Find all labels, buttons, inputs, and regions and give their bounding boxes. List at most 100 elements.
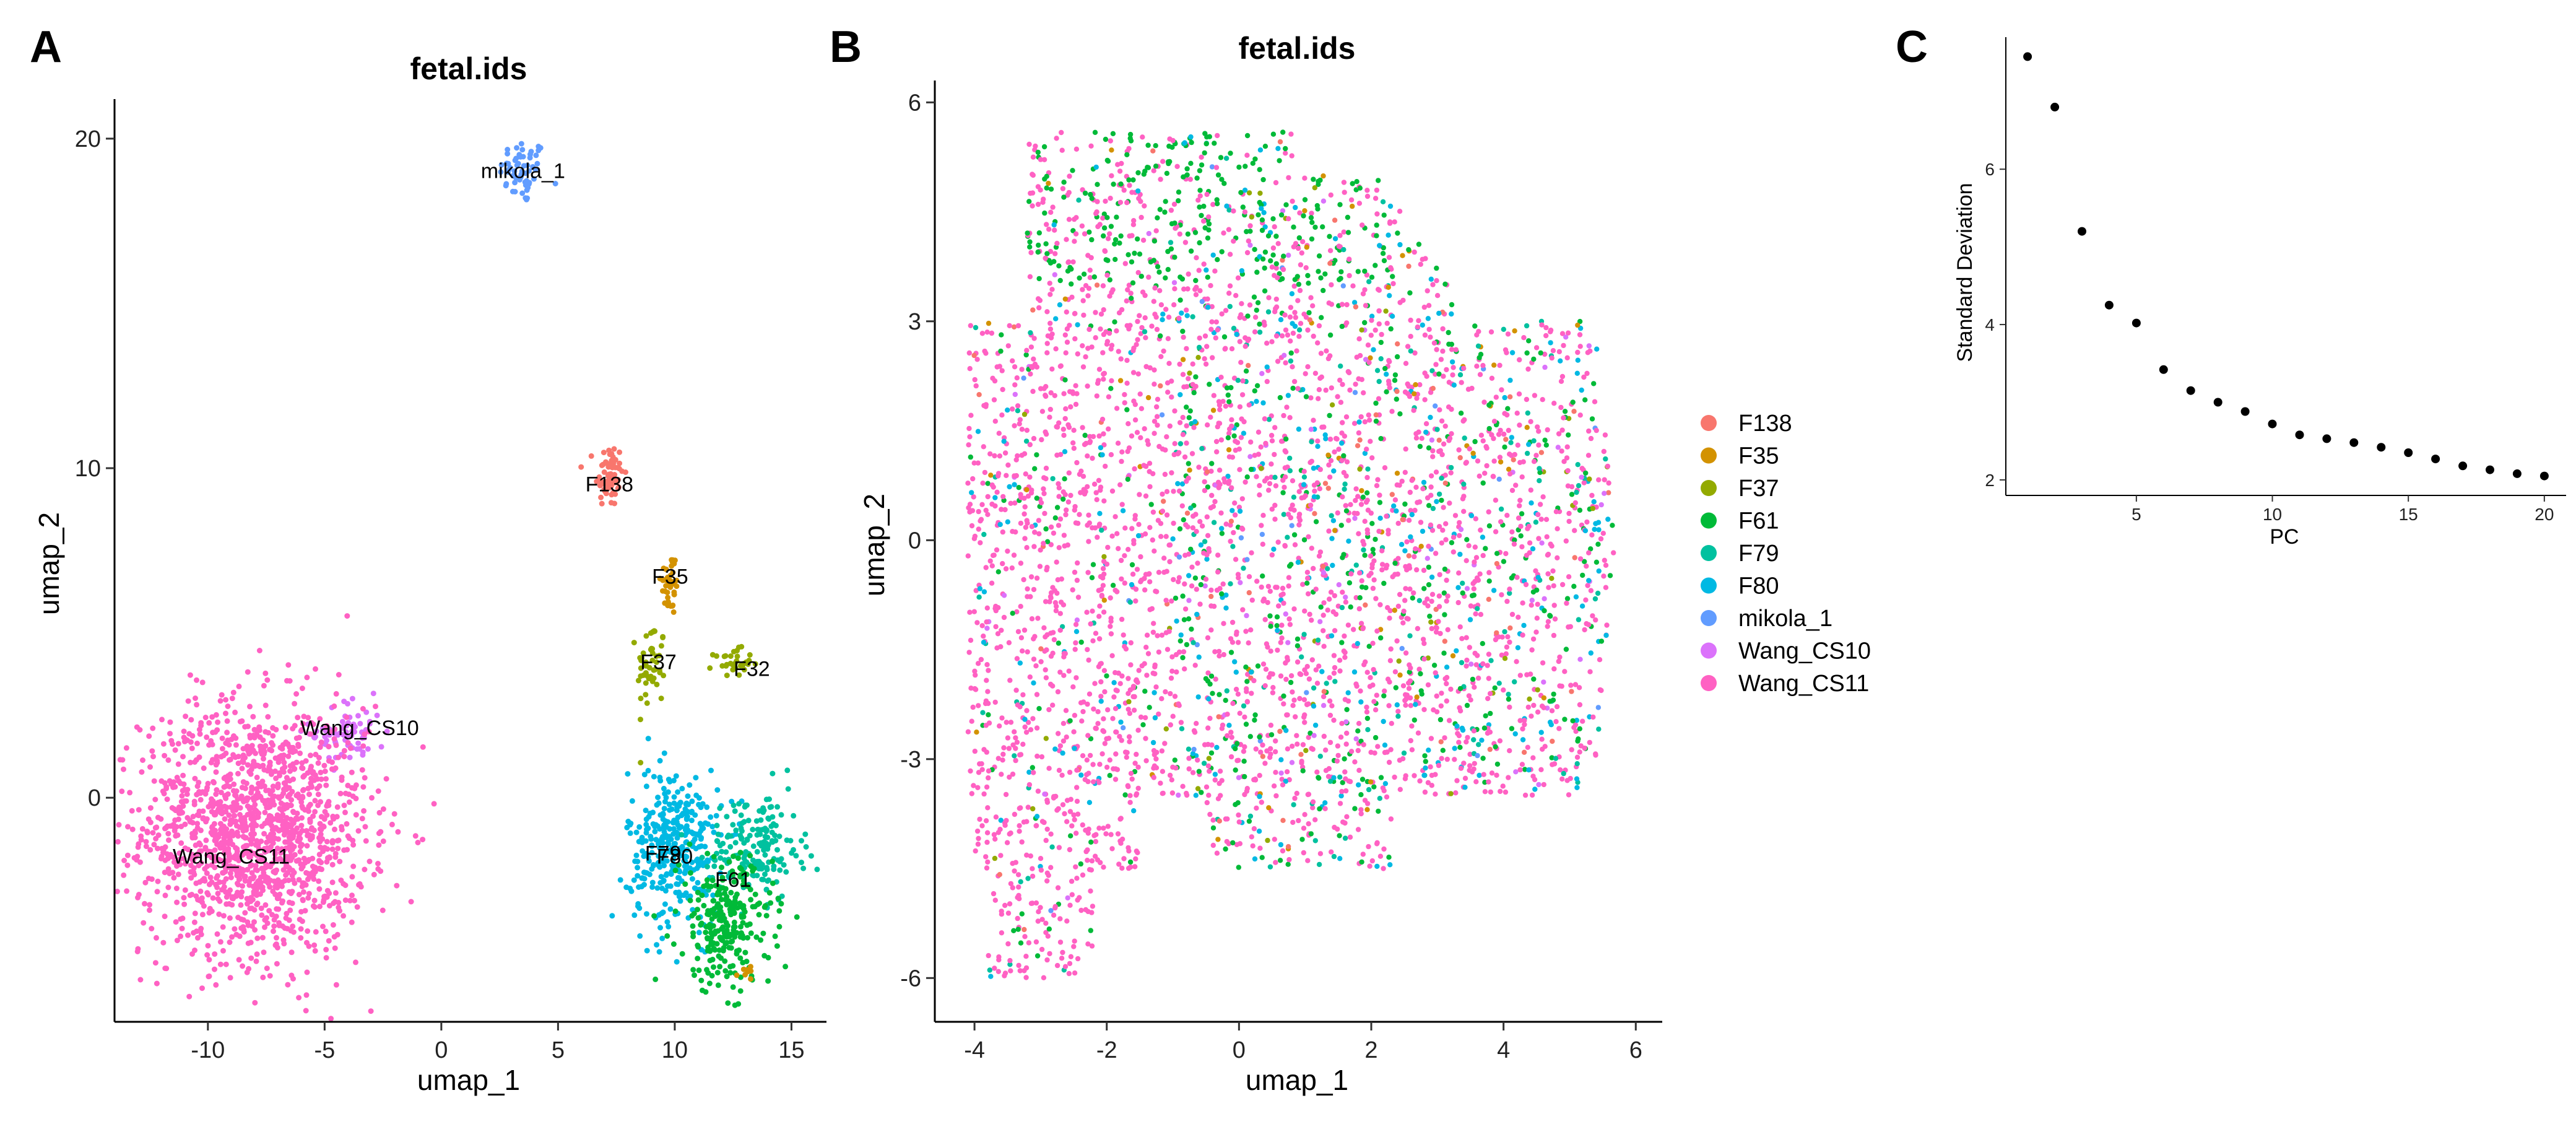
umap-point — [1085, 858, 1090, 863]
umap-point — [1344, 320, 1350, 326]
umap-point — [284, 815, 290, 821]
umap-point — [643, 692, 649, 698]
umap-point — [1073, 675, 1079, 681]
umap-point — [696, 843, 703, 850]
umap-point — [261, 682, 267, 689]
umap-point — [1454, 648, 1459, 654]
umap-point — [1131, 808, 1137, 814]
umap-point — [1377, 602, 1383, 608]
umap-point — [249, 835, 256, 841]
umap-point — [1254, 399, 1259, 404]
umap-point — [1329, 703, 1335, 708]
umap-point — [265, 714, 271, 720]
umap-point — [1232, 659, 1238, 664]
umap-point — [315, 791, 321, 798]
umap-point — [337, 790, 344, 796]
umap-point — [1397, 242, 1403, 248]
umap-point — [715, 883, 721, 889]
umap-point — [345, 833, 351, 839]
umap-point — [710, 940, 716, 946]
umap-point — [747, 832, 753, 839]
umap-point — [220, 752, 227, 759]
umap-point — [1215, 133, 1220, 139]
umap-point — [706, 980, 713, 987]
umap-point — [687, 897, 693, 904]
umap-point — [1100, 216, 1106, 221]
umap-point — [1395, 341, 1400, 347]
umap-point — [714, 903, 720, 909]
umap-point — [1127, 859, 1134, 865]
umap-point — [1216, 780, 1222, 786]
umap-point — [1140, 237, 1147, 243]
umap-point — [1601, 448, 1607, 455]
umap-point — [1295, 298, 1301, 303]
umap-point — [1565, 483, 1571, 489]
cluster-label: F35 — [652, 565, 688, 588]
umap-point — [1108, 832, 1114, 837]
umap-point — [1598, 536, 1604, 542]
umap-point — [1293, 204, 1298, 211]
umap-point — [1171, 280, 1177, 285]
umap-point — [147, 819, 154, 826]
umap-point — [1485, 695, 1491, 702]
umap-point — [280, 769, 287, 775]
umap-point — [1343, 599, 1349, 605]
umap-point — [183, 736, 189, 743]
umap-point — [1032, 466, 1038, 471]
umap-point — [987, 451, 993, 457]
umap-point — [240, 963, 246, 969]
umap-point — [368, 1008, 374, 1014]
umap-point — [260, 856, 266, 862]
umap-point — [699, 892, 705, 899]
umap-point — [376, 842, 382, 848]
umap-point — [771, 866, 777, 873]
umap-point — [537, 145, 544, 151]
umap-point — [360, 743, 366, 749]
umap-point — [144, 829, 150, 834]
umap-point — [1039, 409, 1046, 414]
umap-point — [137, 859, 143, 865]
umap-point — [1502, 444, 1507, 450]
umap-point — [275, 895, 282, 902]
cluster-label: F79 — [645, 842, 682, 865]
umap-point — [1100, 566, 1106, 572]
umap-point — [1261, 320, 1267, 325]
umap-point — [1491, 435, 1496, 442]
umap-point — [789, 850, 795, 856]
umap-point — [1140, 722, 1146, 728]
umap-point — [980, 710, 986, 715]
umap-point — [1021, 627, 1028, 633]
umap-point — [1301, 469, 1307, 474]
umap-point — [1049, 844, 1055, 850]
umap-point — [700, 987, 705, 993]
umap-point — [1020, 692, 1026, 698]
umap-point — [1109, 533, 1115, 539]
umap-point — [307, 767, 313, 773]
umap-point — [768, 823, 774, 829]
umap-point — [1244, 474, 1250, 480]
umap-point — [1030, 866, 1035, 871]
umap-point — [191, 919, 197, 925]
umap-point — [999, 772, 1004, 777]
umap-point — [1228, 754, 1234, 760]
umap-point — [181, 781, 187, 787]
umap-point — [727, 660, 734, 666]
umap-point — [1551, 691, 1556, 697]
umap-point — [346, 799, 352, 805]
umap-point — [1321, 173, 1326, 179]
umap-point — [1052, 272, 1058, 277]
umap-point — [1375, 744, 1381, 749]
umap-point — [1011, 552, 1017, 558]
umap-point — [162, 913, 168, 920]
umap-point — [1449, 431, 1454, 437]
umap-point — [1574, 785, 1580, 791]
umap-point — [747, 652, 753, 658]
umap-point — [1159, 696, 1164, 702]
umap-point — [1364, 709, 1370, 715]
umap-point — [1093, 630, 1099, 636]
umap-point — [1356, 430, 1362, 436]
umap-point — [1531, 702, 1537, 708]
umap-point — [1509, 435, 1514, 440]
umap-point — [1236, 819, 1242, 825]
umap-point — [649, 629, 656, 635]
